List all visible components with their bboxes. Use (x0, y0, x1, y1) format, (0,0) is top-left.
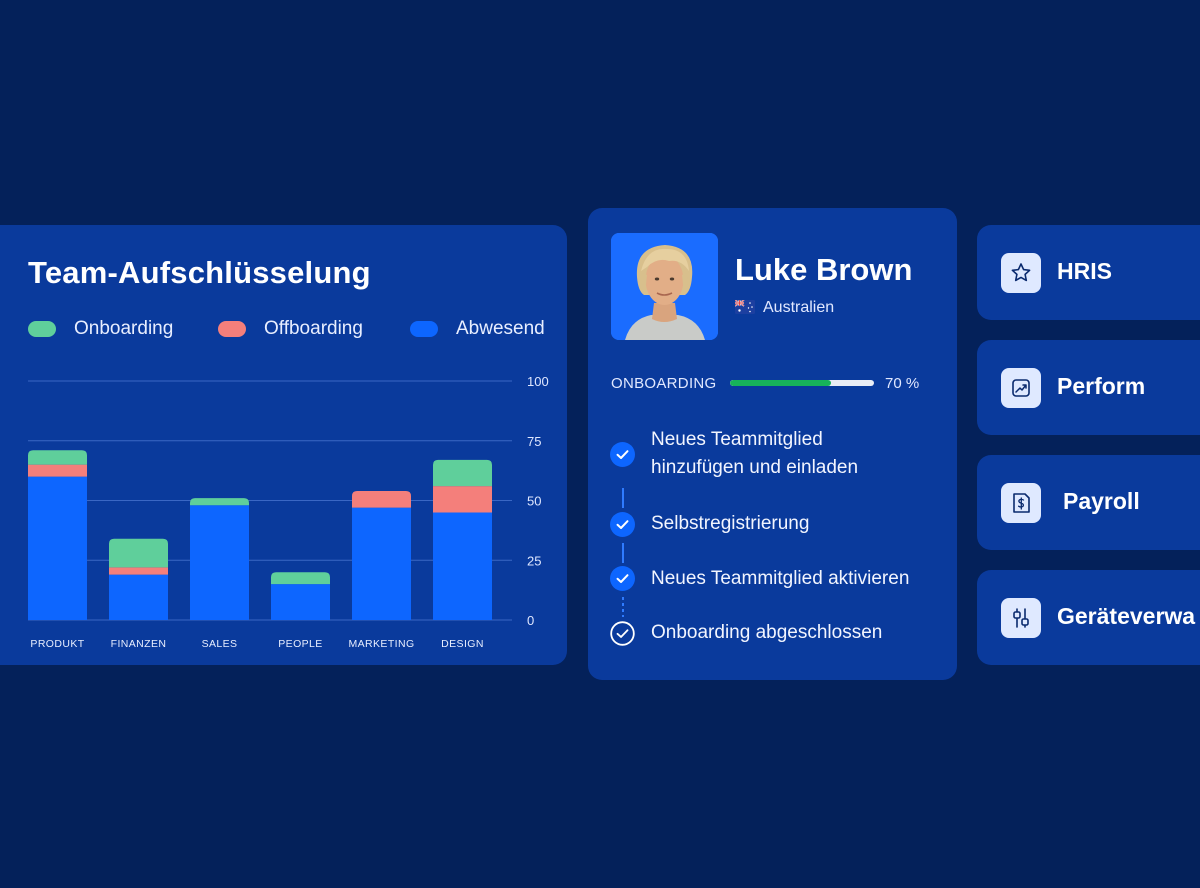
check-icon (610, 566, 635, 591)
offboarding-swatch (218, 321, 246, 337)
check-icon (610, 512, 635, 537)
x-tick-label: MARKETING (348, 638, 414, 650)
dollar-document-icon (1001, 483, 1041, 523)
bar-segment-abwesend (271, 584, 330, 620)
y-tick-label: 100 (527, 374, 549, 389)
y-tick-label: 25 (527, 553, 541, 568)
step-connector-dashed (622, 597, 624, 617)
step-connector (622, 488, 624, 508)
x-tick-label: FINANZEN (111, 638, 167, 650)
progress-value: 70 % (885, 375, 920, 392)
absent-swatch (410, 321, 438, 337)
bar-segment-offboarding (28, 464, 87, 477)
step-label-line: Neues Teammitglied (651, 429, 823, 450)
legend-label: Onboarding (74, 318, 174, 339)
bar-segment-abwesend (352, 507, 411, 620)
y-tick-label: 75 (527, 434, 541, 449)
module-payroll[interactable]: Payroll (977, 455, 1200, 550)
module-label: Geräteverwa (1057, 603, 1196, 629)
bar-segment-offboarding (109, 567, 168, 575)
trend-chart-icon (1001, 368, 1041, 408)
x-tick-label: PRODUKT (30, 638, 84, 650)
avatar[interactable] (611, 233, 718, 340)
legend-label: Abwesend (456, 318, 545, 339)
step-label: Neues Teammitglied hinzufügen und einlad… (651, 426, 858, 482)
australia-flag-icon (735, 300, 755, 314)
progress-label: ONBOARDING (611, 375, 717, 392)
bar-segment-offboarding (433, 486, 492, 513)
chart-title: Team-Aufschlüsselung (28, 255, 371, 290)
legend-item-absent[interactable]: Abwesend (410, 318, 545, 340)
y-tick-label: 50 (527, 494, 541, 509)
stacked-bar-chart: 100 75 50 25 0 PRODUKT FINANZEN SALES PEOPLE MARK… (28, 374, 549, 650)
star-icon (1001, 253, 1041, 293)
bar-segment-abwesend (28, 476, 87, 620)
bar-segment-onboarding (433, 459, 492, 487)
profile-name: Luke Brown (735, 252, 913, 287)
legend-label: Offboarding (264, 318, 363, 339)
onboarding-swatch (28, 321, 56, 337)
bar-segment-onboarding (190, 498, 249, 506)
module-label: Perform (1057, 373, 1146, 399)
check-circle-outline-icon (610, 621, 635, 646)
module-hris[interactable]: HRIS (977, 225, 1200, 320)
bar-segment-abwesend (190, 505, 249, 620)
y-tick-label: 0 (527, 613, 534, 628)
step-label-line: hinzufügen und einladen (651, 457, 859, 478)
bar-segment-onboarding (28, 450, 87, 465)
step-label: Onboarding abgeschlossen (651, 622, 883, 643)
legend-item-onboarding[interactable]: Onboarding (28, 318, 173, 340)
x-tick-label: SALES (202, 638, 238, 650)
legend-item-offboarding[interactable]: Offboarding (218, 318, 363, 340)
module-perform[interactable]: Perform (977, 340, 1200, 435)
module-label: HRIS (1057, 258, 1112, 284)
x-tick-label: DESIGN (441, 638, 484, 650)
sliders-icon (1001, 598, 1041, 638)
bar-segment-onboarding (109, 538, 168, 568)
step-connector (622, 543, 624, 563)
step-label: Selbstregistrierung (651, 513, 810, 534)
progress-fill (730, 380, 831, 386)
bar-segment-offboarding (352, 490, 411, 508)
bar-segment-abwesend (109, 574, 168, 620)
x-tick-label: PEOPLE (278, 638, 322, 650)
bar-segment-onboarding (271, 572, 330, 585)
bar-segment-abwesend (433, 512, 492, 620)
onboarding-progress-bar (730, 380, 874, 386)
module-device-management[interactable]: Geräteverwa (977, 570, 1200, 665)
check-icon (610, 442, 635, 467)
country-label: Australien (763, 299, 835, 316)
module-label: Payroll (1063, 488, 1140, 514)
step-label: Neues Teammitglied aktivieren (651, 568, 910, 589)
